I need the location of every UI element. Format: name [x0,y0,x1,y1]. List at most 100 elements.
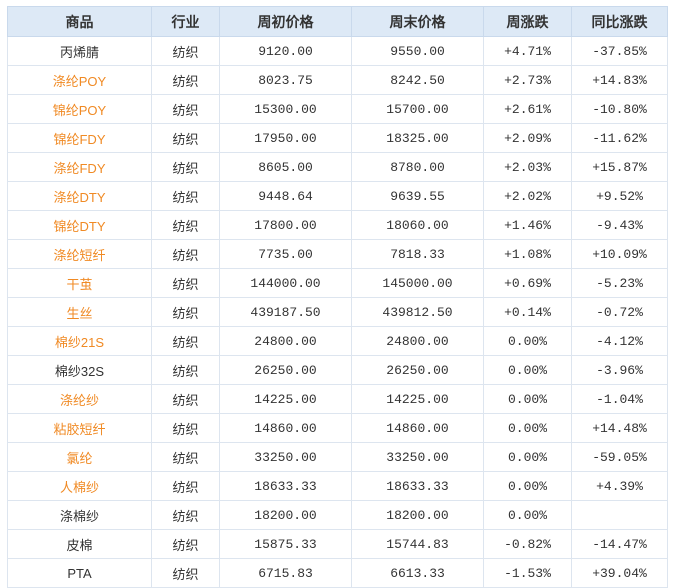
yoy-change: -10.80% [571,94,668,124]
table-row: 生丝 纺织 439187.50 439812.50 +0.14% -0.72% [7,297,668,327]
week-end-price: 18325.00 [351,123,484,153]
week-end-price: 14860.00 [351,413,484,443]
week-start-price: 144000.00 [219,268,352,298]
yoy-change: +9.52% [571,181,668,211]
table-row: 氯纶 纺织 33250.00 33250.00 0.00% -59.05% [7,442,668,472]
yoy-change [571,500,668,530]
yoy-change: +39.04% [571,558,668,588]
industry-cell: 纺织 [151,268,220,298]
header-week-start-price: 周初价格 [219,6,352,37]
header-commodity: 商品 [7,6,152,37]
week-start-price: 8023.75 [219,65,352,95]
commodity-name[interactable]: 生丝 [7,297,152,327]
week-start-price: 14860.00 [219,413,352,443]
table-row: 涤纶FDY 纺织 8605.00 8780.00 +2.03% +15.87% [7,152,668,182]
commodity-name: 皮棉 [7,529,152,559]
yoy-change: +14.83% [571,65,668,95]
week-change: +0.69% [483,268,572,298]
week-start-price: 9120.00 [219,36,352,66]
commodity-name[interactable]: 锦纶FDY [7,123,152,153]
table-row: 丙烯腈 纺织 9120.00 9550.00 +4.71% -37.85% [7,36,668,66]
yoy-change: -1.04% [571,384,668,414]
commodity-name[interactable]: 锦纶DTY [7,210,152,240]
industry-cell: 纺织 [151,442,220,472]
yoy-change: -11.62% [571,123,668,153]
commodity-name[interactable]: 涤纶纱 [7,384,152,414]
week-change: 0.00% [483,384,572,414]
industry-cell: 纺织 [151,471,220,501]
industry-cell: 纺织 [151,123,220,153]
week-start-price: 8605.00 [219,152,352,182]
week-start-price: 15300.00 [219,94,352,124]
commodity-name[interactable]: 涤纶DTY [7,181,152,211]
commodity-name[interactable]: 涤纶短纤 [7,239,152,269]
week-change: 0.00% [483,471,572,501]
industry-cell: 纺织 [151,239,220,269]
industry-cell: 纺织 [151,94,220,124]
table-header-row: 商品 行业 周初价格 周末价格 周涨跌 同比涨跌 [7,6,668,37]
yoy-change: -59.05% [571,442,668,472]
week-end-price: 6613.33 [351,558,484,588]
table-row: 涤纶纱 纺织 14225.00 14225.00 0.00% -1.04% [7,384,668,414]
header-week-change: 周涨跌 [483,6,572,37]
industry-cell: 纺织 [151,152,220,182]
week-change: +2.73% [483,65,572,95]
yoy-change: -9.43% [571,210,668,240]
week-end-price: 8242.50 [351,65,484,95]
week-end-price: 8780.00 [351,152,484,182]
header-yoy-change: 同比涨跌 [571,6,668,37]
week-end-price: 15700.00 [351,94,484,124]
week-end-price: 33250.00 [351,442,484,472]
industry-cell: 纺织 [151,36,220,66]
commodity-name[interactable]: 人棉纱 [7,471,152,501]
industry-cell: 纺织 [151,500,220,530]
table-row: 锦纶DTY 纺织 17800.00 18060.00 +1.46% -9.43% [7,210,668,240]
commodity-name[interactable]: 棉纱21S [7,326,152,356]
table-row: 涤纶DTY 纺织 9448.64 9639.55 +2.02% +9.52% [7,181,668,211]
week-change: 0.00% [483,442,572,472]
week-start-price: 17950.00 [219,123,352,153]
table-row: 干茧 纺织 144000.00 145000.00 +0.69% -5.23% [7,268,668,298]
week-change: +4.71% [483,36,572,66]
industry-cell: 纺织 [151,65,220,95]
industry-cell: 纺织 [151,181,220,211]
week-start-price: 17800.00 [219,210,352,240]
table-row: 粘胶短纤 纺织 14860.00 14860.00 0.00% +14.48% [7,413,668,443]
week-start-price: 26250.00 [219,355,352,385]
table-row: 棉纱21S 纺织 24800.00 24800.00 0.00% -4.12% [7,326,668,356]
header-week-end-price: 周末价格 [351,6,484,37]
yoy-change: -0.72% [571,297,668,327]
table-row: 人棉纱 纺织 18633.33 18633.33 0.00% +4.39% [7,471,668,501]
commodity-name[interactable]: 涤纶FDY [7,152,152,182]
industry-cell: 纺织 [151,558,220,588]
yoy-change: +15.87% [571,152,668,182]
week-end-price: 14225.00 [351,384,484,414]
week-end-price: 439812.50 [351,297,484,327]
week-end-price: 145000.00 [351,268,484,298]
week-end-price: 7818.33 [351,239,484,269]
week-end-price: 18060.00 [351,210,484,240]
week-start-price: 33250.00 [219,442,352,472]
table-row: 涤纶短纤 纺织 7735.00 7818.33 +1.08% +10.09% [7,239,668,269]
commodity-name[interactable]: 粘胶短纤 [7,413,152,443]
yoy-change: +14.48% [571,413,668,443]
table-body: 丙烯腈 纺织 9120.00 9550.00 +4.71% -37.85% 涤纶POY 纺织 8… [7,36,668,588]
industry-cell: 纺织 [151,384,220,414]
industry-cell: 纺织 [151,326,220,356]
week-start-price: 18200.00 [219,500,352,530]
table-row: 涤棉纱 纺织 18200.00 18200.00 0.00% [7,500,668,530]
commodity-name[interactable]: 锦纶POY [7,94,152,124]
yoy-change: -5.23% [571,268,668,298]
week-start-price: 18633.33 [219,471,352,501]
week-change: -0.82% [483,529,572,559]
week-change: 0.00% [483,326,572,356]
commodity-name[interactable]: 涤纶POY [7,65,152,95]
industry-cell: 纺织 [151,529,220,559]
industry-cell: 纺织 [151,355,220,385]
week-change: +2.02% [483,181,572,211]
yoy-change: -4.12% [571,326,668,356]
commodity-name[interactable]: 干茧 [7,268,152,298]
commodity-price-table: 商品 行业 周初价格 周末价格 周涨跌 同比涨跌 丙烯腈 纺织 9120.00 955… [7,6,668,588]
commodity-name[interactable]: 氯纶 [7,442,152,472]
week-start-price: 15875.33 [219,529,352,559]
